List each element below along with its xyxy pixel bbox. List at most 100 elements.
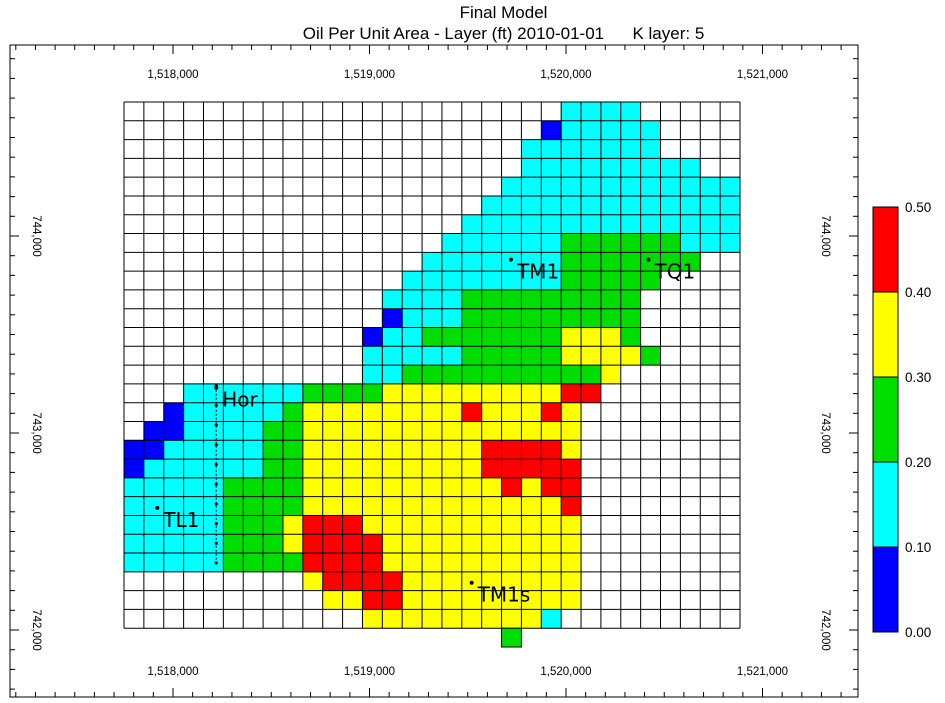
grid-cell: [660, 195, 681, 215]
grid-cell: [521, 346, 542, 366]
grid-cell: [203, 459, 224, 478]
grid-cell: [481, 515, 502, 535]
grid-cell: [382, 365, 403, 384]
grid-cell: [521, 365, 542, 384]
grid-cell: [501, 534, 522, 554]
grid-cell: [441, 252, 462, 272]
grid-cell: [581, 120, 601, 140]
grid-cell: [521, 515, 542, 535]
y-tick-label-left: 742,000: [30, 609, 42, 651]
grid-cell: [561, 383, 582, 403]
grid-cell: [481, 534, 502, 554]
grid-cell: [680, 214, 701, 234]
grid-cell: [382, 308, 403, 328]
grid-cell: [263, 553, 283, 572]
grid-cell: [143, 421, 164, 441]
grid-cell: [243, 496, 264, 516]
grid-cell: [481, 271, 502, 290]
grid-cell: [620, 195, 641, 215]
grid-cell: [501, 515, 522, 535]
grid-cell: [422, 365, 442, 384]
x-tick-label-bottom: 1,518,000: [147, 666, 198, 678]
grid-cell: [640, 346, 661, 366]
grid-cell: [581, 346, 601, 366]
grid-cell: [660, 158, 681, 178]
well-trace-dot: [214, 541, 218, 545]
grid-cell: [561, 102, 582, 121]
grid-cell: [461, 233, 482, 253]
grid-cell: [382, 383, 403, 403]
grid-cell: [402, 421, 423, 441]
grid-cell: [700, 233, 721, 253]
grid-cell: [521, 534, 542, 554]
grid-cell: [521, 402, 542, 422]
grid-cell: [422, 271, 442, 290]
grid-cell: [521, 158, 542, 178]
grid-cell: [124, 515, 144, 535]
grid-cell: [501, 308, 522, 328]
grid-cell: [501, 271, 522, 290]
y-tick-label-left: 743,000: [30, 412, 42, 454]
grid-cell: [561, 440, 582, 460]
grid-cell: [362, 553, 383, 572]
grid-cell: [481, 195, 502, 215]
grid-cell: [501, 590, 522, 610]
grid-cell: [541, 534, 562, 554]
grid-cell: [124, 496, 144, 516]
grid-cell: [561, 195, 582, 215]
grid-cell: [441, 496, 462, 516]
y-tick-label-right: 743,000: [819, 412, 831, 454]
grid-cell: [461, 477, 482, 497]
grid-cell: [223, 383, 244, 403]
grid-cell: [561, 139, 582, 159]
grid-cell: [342, 402, 363, 422]
grid-cell: [541, 440, 562, 460]
grid-cell: [143, 496, 164, 516]
grid-cell: [501, 233, 522, 253]
grid-cell: [243, 477, 264, 497]
grid-cell: [342, 421, 363, 441]
grid-cell: [441, 553, 462, 572]
well-trace-dot: [214, 462, 218, 467]
grid-cell: [322, 571, 343, 591]
grid-cell: [362, 383, 383, 403]
grid-cell: [481, 477, 502, 497]
grid-cell: [243, 534, 264, 554]
grid-cell: [521, 195, 542, 215]
grid-cell: [402, 571, 423, 591]
grid-cell: [461, 308, 482, 328]
grid-cell: [501, 402, 522, 422]
grid-cell: [561, 534, 582, 554]
grid-cell: [521, 289, 542, 309]
grid-cell: [263, 477, 283, 497]
grid-cell: [402, 609, 423, 629]
grid-cell: [422, 402, 442, 422]
grid-cell: [600, 233, 621, 253]
grid-cell: [441, 327, 462, 347]
grid-cell: [581, 383, 601, 403]
grid-cell: [700, 214, 721, 234]
grid-cell: [402, 289, 423, 309]
grid-cell: [223, 534, 244, 554]
grid-cell: [382, 459, 403, 478]
grid-cell: [342, 440, 363, 460]
grid-cell: [441, 365, 462, 384]
grid-cell: [302, 515, 323, 535]
grid-cell: [501, 571, 522, 591]
grid-cell: [322, 515, 343, 535]
grid-cell: [143, 440, 164, 460]
grid-cell: [541, 515, 562, 535]
grid-cell: [461, 289, 482, 309]
grid-cell: [302, 402, 323, 422]
well-trace-dot: [214, 403, 218, 408]
grid-cell: [302, 571, 323, 591]
x-tick-label-top: 1,520,000: [540, 69, 591, 81]
grid-cell: [163, 477, 184, 497]
grid-cell: [402, 477, 423, 497]
grid-cell: [620, 158, 641, 178]
grid-cell: [441, 421, 462, 441]
colorbar-segment: [873, 292, 898, 377]
grid-cell: [501, 440, 522, 460]
grid-cell: [143, 553, 164, 572]
grid-cell: [441, 571, 462, 591]
